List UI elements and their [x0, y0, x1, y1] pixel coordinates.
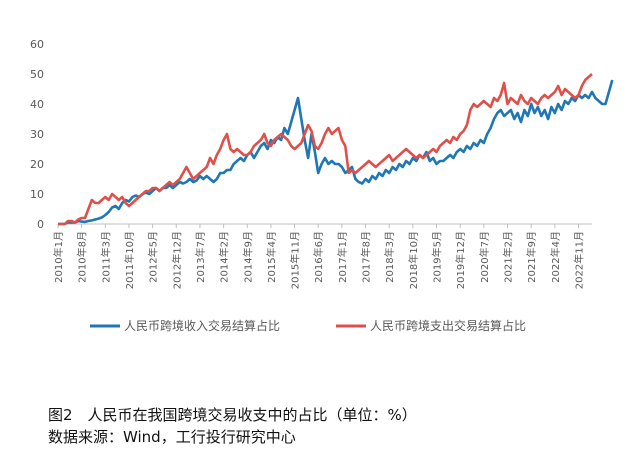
y-tick-label: 60: [30, 38, 44, 51]
x-tick-label: 2019年5月: [431, 231, 444, 283]
legend-label-expense: 人民币跨境支出交易结算占比: [370, 318, 526, 333]
y-tick-label: 50: [30, 68, 44, 81]
x-tick-label: 2017年8月: [360, 231, 373, 283]
x-tick-label: 2010年1月: [52, 231, 65, 283]
x-tick-label: 2015年4月: [265, 231, 278, 283]
x-tick-label: 2016年6月: [312, 231, 325, 283]
series-line-expense: [58, 73, 593, 226]
x-tick-label: 2011年10月: [123, 231, 136, 289]
legend-label-income: 人民币跨境收入交易结算占比: [124, 318, 280, 333]
x-tick-label: 2022年11月: [572, 231, 585, 289]
legend: 人民币跨境收入交易结算占比 人民币跨境支出交易结算占比: [90, 318, 526, 333]
x-tick-label: 2017年1月: [336, 231, 349, 283]
x-tick-label: 2022年4月: [549, 231, 562, 283]
x-tick-label: 2020年7月: [478, 231, 491, 283]
x-tick-label: 2018年10月: [407, 231, 420, 289]
x-tick-label: 2012年5月: [147, 231, 160, 283]
x-tick-label: 2021年2月: [502, 231, 515, 283]
x-tick-label: 2010年8月: [76, 231, 89, 283]
data-source: 数据来源：Wind，工行投行研究中心: [48, 428, 296, 446]
y-tick-label: 0: [37, 218, 44, 231]
x-tick-label: 2013年7月: [194, 231, 207, 283]
y-tick-label: 40: [30, 98, 44, 111]
series-line-income: [58, 79, 614, 226]
y-tick-label: 10: [30, 188, 44, 201]
x-tick-label: 2012年12月: [170, 231, 183, 289]
x-tick-label: 2021年9月: [525, 231, 538, 283]
y-tick-label: 30: [30, 128, 44, 141]
x-tick-label: 2015年11月: [289, 231, 302, 289]
series-layer: [58, 73, 614, 226]
figure-caption: 图2 人民币在我国跨境交易收支中的占比（单位：%）: [48, 406, 417, 424]
x-tick-label: 2011年3月: [99, 231, 112, 283]
x-axis: 2010年1月 2010年8月 2011年3月 2011年10月 2012年5月 2012…: [52, 223, 592, 289]
x-tick-label: 2014年9月: [241, 231, 254, 283]
x-tick-label: 2018年3月: [383, 231, 396, 283]
y-tick-label: 20: [30, 158, 44, 171]
y-axis: 0 10 20 30 40 50 60: [30, 38, 44, 231]
x-tick-label: 2014年2月: [218, 231, 231, 283]
x-tick-label: 2019年12月: [454, 231, 467, 289]
